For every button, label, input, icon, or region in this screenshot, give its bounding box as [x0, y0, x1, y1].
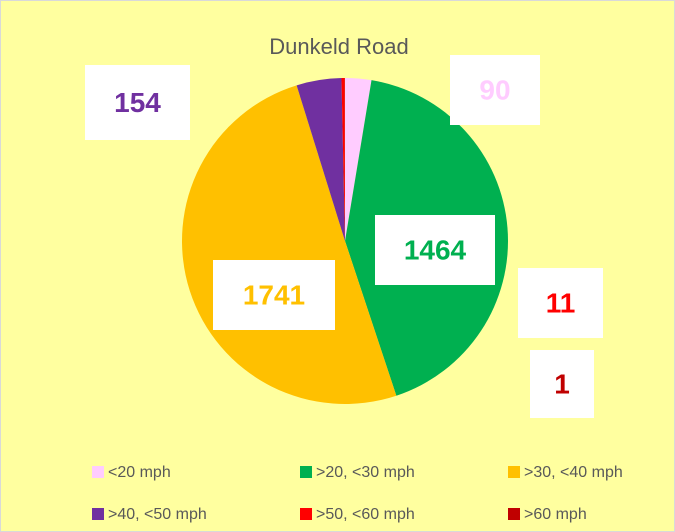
data-label: 154 — [114, 87, 161, 118]
data-label-box — [530, 350, 594, 418]
data-label-box — [375, 215, 495, 285]
data-label: 1741 — [243, 279, 305, 310]
data-label: 11 — [546, 287, 576, 318]
legend-label: >40, <50 mph — [108, 506, 207, 523]
legend-swatch — [508, 508, 520, 520]
legend-label: >60 mph — [524, 506, 587, 523]
legend-label: >20, <30 mph — [316, 464, 415, 481]
data-label-box — [213, 260, 335, 330]
legend-label: <20 mph — [108, 464, 171, 481]
data-label: 1464 — [404, 234, 467, 265]
legend-swatch — [300, 466, 312, 478]
data-label-box — [85, 65, 190, 140]
legend-swatch — [508, 466, 520, 478]
data-label-box — [518, 268, 603, 338]
chart-title: Dunkeld Road — [269, 34, 408, 59]
legend-swatch — [92, 508, 104, 520]
legend-swatch — [92, 466, 104, 478]
data-label: 90 — [479, 74, 510, 105]
data-label: 1 — [554, 368, 570, 399]
pie-slice — [341, 78, 345, 241]
data-label-box — [450, 55, 540, 125]
pie-slice — [345, 78, 372, 241]
legend-swatch — [300, 508, 312, 520]
pie-slice — [296, 78, 345, 241]
legend-label: >50, <60 mph — [316, 506, 415, 523]
legend-label: >30, <40 mph — [524, 464, 623, 481]
